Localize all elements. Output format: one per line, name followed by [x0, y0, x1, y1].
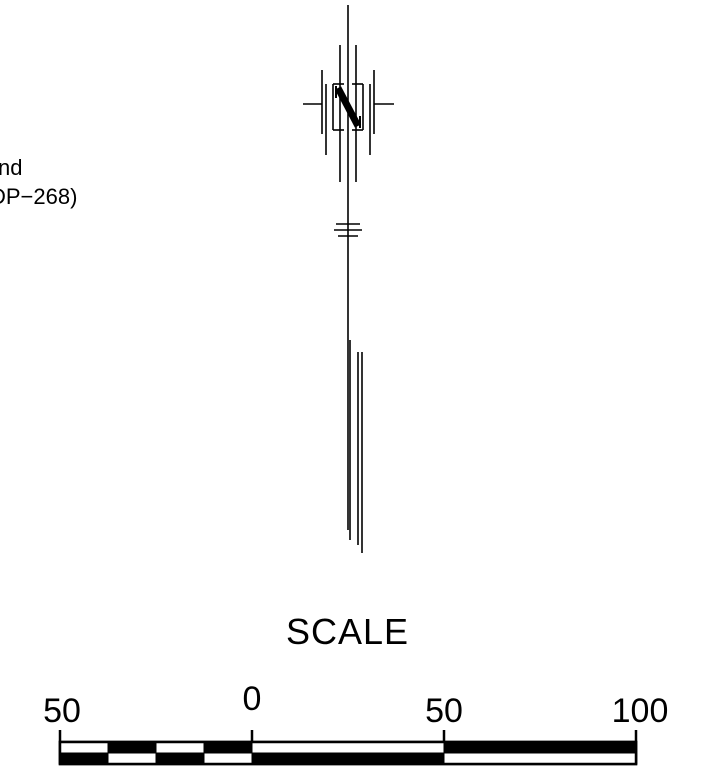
scale-tick-label: 50	[43, 692, 81, 730]
legend-text-line-2: DP−268)	[0, 184, 78, 209]
scale-segment	[252, 753, 444, 764]
north-arrow-icon	[303, 5, 394, 553]
legend-text-line-1: nd	[0, 155, 23, 180]
scale-segment	[204, 742, 252, 753]
north-n-icon	[334, 86, 362, 128]
scale-tick-label: 100	[611, 692, 669, 730]
scale-segment	[443, 752, 637, 765]
scale-bar	[58, 730, 638, 766]
scale-segment	[108, 742, 156, 753]
scale-segment	[203, 752, 253, 765]
scale-segment	[107, 752, 157, 765]
scale-segment	[444, 742, 636, 753]
scale-segment	[59, 741, 109, 754]
scale-segment	[60, 753, 108, 764]
scale-title: SCALE	[286, 611, 410, 652]
scale-tick-label: 0	[242, 680, 262, 718]
scale-segment	[155, 741, 205, 754]
scale-segment	[251, 741, 445, 754]
scale-segment	[156, 753, 204, 764]
scale-tick-label: 50	[425, 692, 463, 730]
